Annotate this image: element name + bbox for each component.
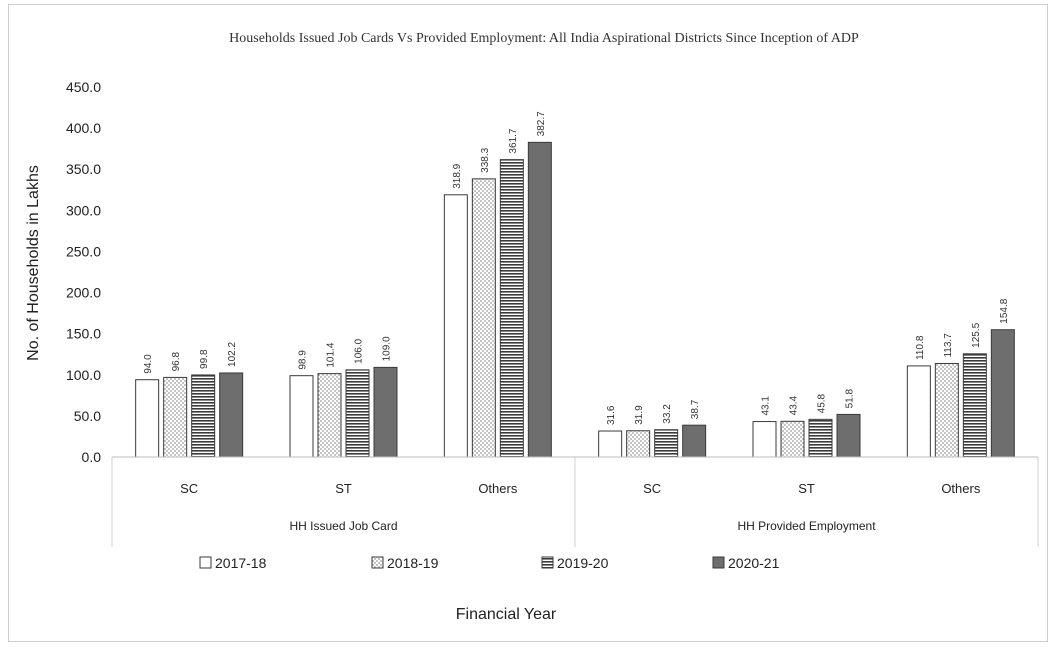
data-label: 94.0 [143, 354, 154, 374]
bar-2020-21-sc [682, 424, 707, 458]
bar-2018-19-st [317, 373, 342, 458]
chart-title: Households Issued Job Cards Vs Provided … [229, 31, 859, 46]
y-tick-label: 0.0 [82, 449, 102, 465]
data-label: 38.7 [690, 399, 701, 419]
x-axis-title: Financial Year [456, 606, 557, 623]
bar-2017-18-st [289, 375, 314, 458]
bar-2019-20-others [962, 353, 987, 458]
category-label: Others [941, 481, 981, 496]
data-label: 96.8 [171, 352, 182, 372]
y-tick-label: 350.0 [66, 161, 101, 177]
y-tick-label: 50.0 [74, 408, 101, 424]
bar-2018-19-sc [626, 430, 651, 458]
y-tick-label: 100.0 [66, 367, 101, 383]
y-axis: 0.0 50.0 100.0 150.0 200.0 250.0 300.0 350.0 400… [66, 79, 101, 465]
bar-2017-18-st [752, 421, 777, 458]
data-label: 51.8 [845, 389, 856, 409]
x-axis: SC ST Others SC ST Others HH Issued Job Card HH… [111, 456, 1039, 547]
bar-2018-19-sc [163, 376, 188, 458]
bar-2019-20-sc [191, 374, 216, 458]
data-label: 101.4 [326, 342, 337, 367]
legend-label: 2020-21 [728, 555, 780, 571]
bar-2017-18-others [906, 365, 931, 458]
bar-2018-19-others [471, 178, 496, 458]
data-label: 43.1 [761, 396, 772, 416]
data-label: 154.8 [999, 298, 1010, 323]
bar-2017-18-others [443, 194, 468, 458]
data-label: 110.8 [915, 335, 926, 360]
bar-2018-19-others [934, 363, 959, 458]
y-tick-label: 450.0 [66, 79, 101, 95]
y-axis-title: No. of Households in Lakhs [25, 165, 42, 361]
bar-2019-20-others [499, 159, 524, 458]
data-label: 33.2 [662, 404, 673, 424]
legend-swatch [199, 556, 212, 569]
data-label: 31.6 [606, 405, 617, 425]
group-label: HH Provided Employment [737, 519, 876, 533]
data-label: 102.2 [227, 342, 238, 367]
data-label: 45.8 [817, 393, 828, 413]
bar-2017-18-sc [135, 379, 160, 458]
bar-2019-20-st [345, 369, 370, 458]
legend-label: 2017-18 [215, 555, 267, 571]
y-tick-label: 200.0 [66, 285, 101, 301]
bar-2019-20-st [808, 418, 833, 458]
bars [135, 141, 1015, 458]
bar-2020-21-st [836, 413, 861, 458]
category-label: ST [335, 481, 352, 496]
bar-2020-21-sc [219, 372, 244, 458]
bar-2017-18-sc [598, 430, 623, 458]
y-tick-label: 400.0 [66, 120, 101, 136]
legend-swatch [371, 556, 384, 569]
bar-2020-21-others [990, 329, 1015, 458]
y-tick-label: 150.0 [66, 326, 101, 342]
data-label: 109.0 [382, 336, 393, 361]
bar-2019-20-sc [654, 429, 679, 458]
category-label: ST [798, 481, 815, 496]
data-label: 125.5 [971, 322, 982, 347]
data-label: 382.7 [536, 111, 547, 136]
data-label: 98.9 [298, 350, 309, 370]
data-label: 361.7 [508, 128, 519, 153]
category-label: SC [643, 481, 661, 496]
legend: 2017-18 2018-19 2019-20 2020-21 [199, 555, 780, 571]
group-label: HH Issued Job Card [289, 519, 397, 533]
category-label: Others [478, 481, 518, 496]
data-label: 113.7 [943, 333, 954, 358]
bar-2020-21-others [527, 141, 552, 458]
legend-swatch [712, 556, 725, 569]
bar-2020-21-st [373, 366, 398, 458]
data-label: 106.0 [354, 338, 365, 363]
data-label: 99.8 [199, 349, 210, 369]
legend-label: 2019-20 [557, 555, 609, 571]
legend-label: 2018-19 [387, 555, 439, 571]
y-tick-label: 250.0 [66, 243, 101, 259]
data-label: 318.9 [452, 163, 463, 188]
y-tick-label: 300.0 [66, 202, 101, 218]
category-label: SC [180, 481, 198, 496]
data-label: 31.9 [634, 405, 645, 425]
data-label: 338.3 [480, 147, 491, 172]
bar-2018-19-st [780, 420, 805, 458]
legend-swatch [541, 556, 554, 569]
data-label: 43.4 [789, 395, 800, 415]
bar-labels: 94.0 98.9 318.9 31.6 43.1 110.8 96.8 101.4 338.3… [143, 111, 1010, 425]
